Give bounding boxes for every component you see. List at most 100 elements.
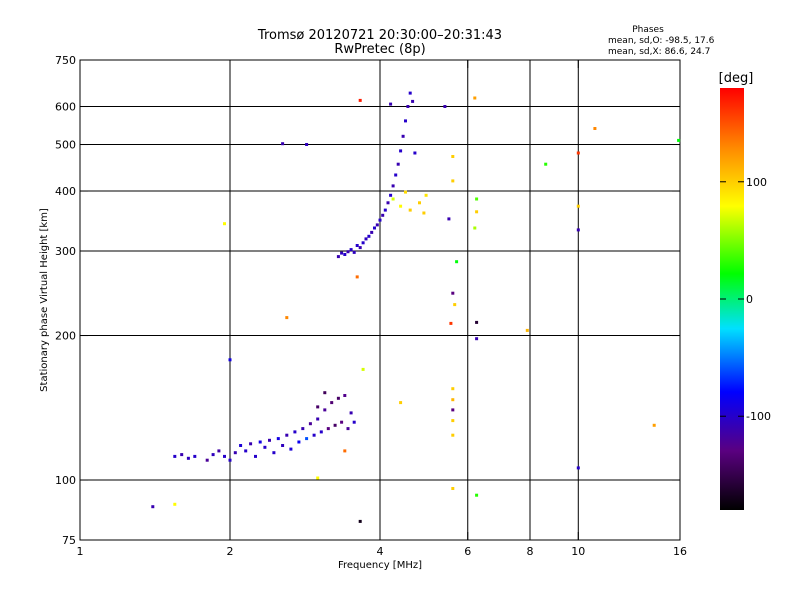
x-tick-label: 8 — [527, 545, 534, 558]
y-tick-label: 100 — [55, 474, 76, 487]
x-tick-label: 4 — [377, 545, 384, 558]
x-tick-label: 6 — [464, 545, 471, 558]
y-axis-label: Stationary phase Virtual Height [km] — [39, 208, 50, 392]
data-point-e — [180, 453, 184, 457]
data-point-e — [312, 433, 316, 437]
data-point-e — [308, 422, 312, 426]
data-point-e — [289, 447, 293, 451]
data-point-e — [319, 430, 323, 434]
y-tick-label: 500 — [55, 139, 76, 152]
data-point-e — [249, 442, 253, 446]
y-tick-label: 75 — [62, 534, 76, 547]
data-point-e — [316, 417, 320, 421]
phase-stats-o: mean, sd,O: -98.5, 17.6 — [608, 36, 715, 46]
data-point-e — [346, 427, 350, 431]
axis-ticks: 1 2 4 6 8 10 16 75 100 200 300 400 500 600 750 — [55, 54, 687, 558]
data-point-f — [364, 237, 368, 241]
data-point-e — [223, 454, 226, 458]
data-point-scattered — [443, 105, 447, 108]
data-point-scattered — [451, 487, 455, 490]
y-tick-label: 750 — [55, 54, 76, 67]
data-point-f — [358, 246, 362, 250]
y-tick-label: 600 — [55, 101, 76, 114]
y-tick-label: 400 — [55, 185, 76, 198]
data-point-e — [352, 420, 356, 424]
data-point-f — [406, 105, 410, 108]
data-point-f — [373, 226, 376, 230]
data-point-scattered — [451, 408, 455, 412]
colorbar-tick-label: 100 — [746, 176, 767, 189]
data-point-f — [370, 230, 374, 234]
data-point-e — [228, 458, 232, 462]
data-point-e — [254, 454, 257, 458]
data-point-f — [399, 149, 403, 153]
y-tick-label: 300 — [55, 245, 76, 258]
data-point-f — [394, 173, 398, 177]
data-point-f — [305, 143, 309, 146]
data-point-f — [361, 241, 365, 245]
data-point-scattered — [447, 217, 451, 221]
x-tick-label: 10 — [571, 545, 585, 558]
data-point-scattered — [475, 320, 479, 324]
data-point-e — [361, 367, 365, 371]
data-point-e — [343, 394, 347, 397]
data-point-e — [268, 438, 271, 442]
data-point-f — [355, 275, 359, 279]
data-point-scattered — [453, 303, 457, 307]
data-point-scattered — [473, 96, 477, 100]
x-tick-label: 16 — [673, 545, 687, 558]
y-tick-label: 200 — [55, 330, 76, 343]
data-point-scattered — [475, 337, 479, 341]
data-point-scattered — [449, 321, 453, 325]
data-point-e — [281, 444, 285, 447]
data-point-f — [389, 102, 393, 106]
data-point-e — [239, 444, 243, 447]
data-point-e — [193, 454, 197, 458]
data-point-f — [285, 316, 289, 320]
data-point-f — [383, 208, 387, 212]
data-point-scattered — [576, 466, 580, 470]
data-point-e — [285, 433, 289, 437]
data-point-f — [399, 204, 403, 208]
data-point-scattered — [451, 433, 455, 437]
data-point-e — [349, 411, 353, 415]
data-point-e — [272, 451, 276, 455]
data-point-e — [293, 430, 297, 434]
data-point-e — [151, 505, 155, 509]
data-point-e — [217, 449, 221, 453]
data-point-f — [381, 213, 385, 217]
data-point-scattered — [652, 423, 656, 427]
data-point-scattered — [455, 260, 459, 264]
data-point-scattered — [544, 162, 548, 166]
data-point-e — [258, 440, 262, 444]
data-point-scattered — [525, 328, 529, 332]
chart-title: Tromsø 20120721 20:30:00–20:31:43 — [257, 28, 502, 43]
data-point-f — [413, 151, 417, 155]
data-point-e — [276, 437, 280, 441]
data-point-f — [336, 255, 340, 259]
data-point-f — [375, 223, 379, 227]
data-point-e — [173, 454, 177, 458]
data-point-scattered — [677, 138, 681, 142]
data-point-e — [297, 440, 301, 444]
data-point-f — [367, 234, 371, 238]
data-point-f — [408, 91, 412, 95]
x-tick-label: 2 — [227, 545, 234, 558]
data-point-f — [408, 208, 412, 212]
data-point-f — [343, 253, 347, 256]
data-point-e — [326, 427, 330, 431]
data-point-e — [263, 445, 267, 449]
data-point-f — [422, 211, 426, 215]
data-point-scattered — [475, 197, 479, 201]
data-point-e — [173, 502, 177, 506]
data-point-e — [330, 401, 334, 405]
data-point-scattered — [576, 151, 580, 155]
data-point-e — [323, 391, 327, 395]
colorbar-unit-label: [deg] — [719, 71, 754, 86]
data-point-e — [228, 358, 232, 362]
data-point-f — [378, 218, 382, 222]
x-tick-label: 1 — [77, 545, 84, 558]
data-point-e — [323, 408, 327, 412]
data-point-e — [336, 396, 340, 400]
